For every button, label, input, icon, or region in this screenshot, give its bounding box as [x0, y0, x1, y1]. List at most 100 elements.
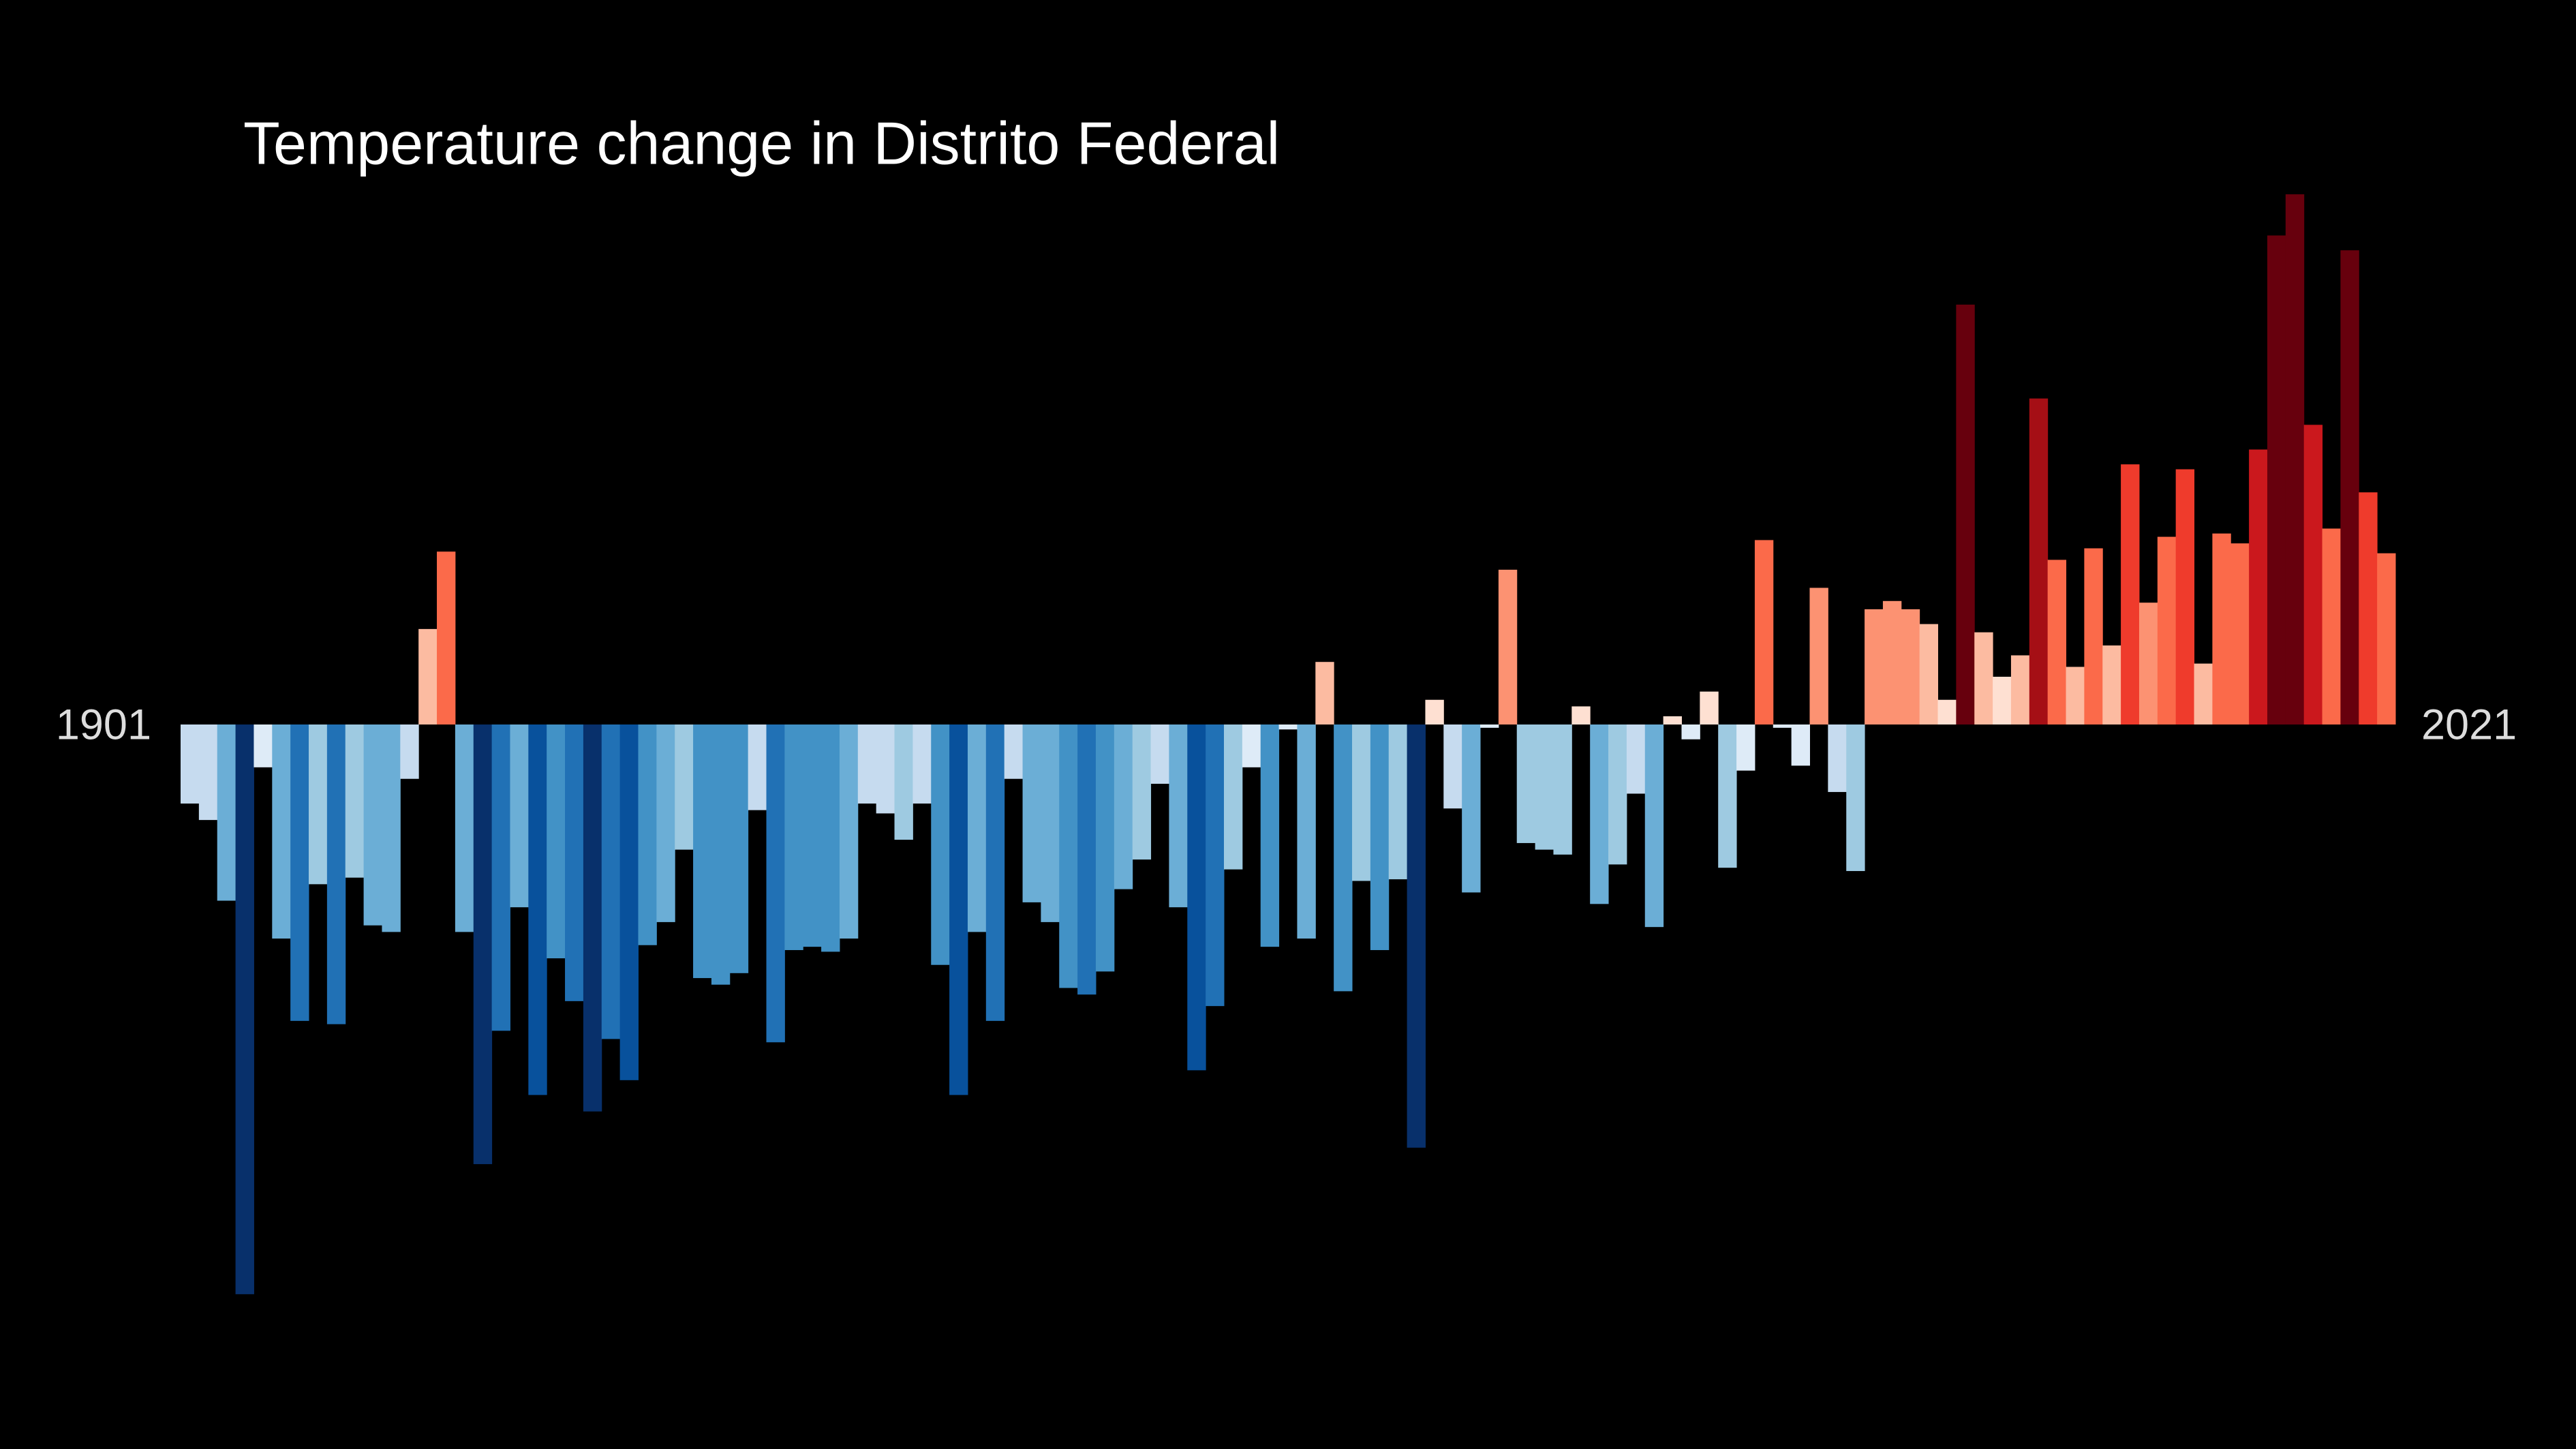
- bar: [437, 551, 456, 724]
- bar: [1736, 724, 1755, 771]
- bar: [254, 724, 273, 767]
- bar: [601, 724, 621, 1039]
- bar: [1590, 724, 1609, 904]
- bar: [1993, 676, 2012, 724]
- bar: [309, 724, 328, 885]
- bar: [1315, 662, 1334, 724]
- bar: [2010, 655, 2030, 724]
- bar: [1223, 724, 1243, 870]
- bar: [1370, 724, 1390, 950]
- bar: [1114, 724, 1133, 889]
- bar: [2303, 425, 2323, 724]
- bar: [1334, 724, 1353, 992]
- bar: [1095, 724, 1115, 972]
- bar: [1132, 724, 1152, 860]
- bar: [1663, 716, 1682, 724]
- bar: [455, 724, 474, 932]
- bar: [2102, 645, 2121, 724]
- bar: [1077, 724, 1097, 995]
- bar: [1644, 724, 1664, 928]
- bar: [1462, 724, 1481, 893]
- bar: [1828, 724, 1847, 793]
- bar: [1937, 699, 1957, 724]
- bar: [272, 724, 291, 939]
- bar: [326, 724, 346, 1024]
- bar: [1480, 724, 1499, 728]
- bar: [1150, 724, 1169, 784]
- bar: [656, 724, 675, 922]
- bar: [1865, 609, 1884, 724]
- bar: [967, 724, 987, 932]
- bar: [382, 724, 401, 932]
- bar: [857, 724, 877, 804]
- bar: [2194, 663, 2213, 724]
- bar: [675, 724, 694, 850]
- bar: [1169, 724, 1188, 908]
- bar: [949, 724, 968, 1095]
- bar: [1571, 706, 1591, 724]
- bar: [2230, 543, 2250, 724]
- bar: [1297, 724, 1316, 939]
- bar: [510, 724, 529, 908]
- bar: [1773, 724, 1792, 728]
- bar: [1553, 724, 1572, 855]
- bar: [1352, 724, 1371, 881]
- bar: [1791, 724, 1810, 766]
- bar: [1626, 724, 1646, 794]
- bar: [1919, 624, 1939, 724]
- bar: [181, 724, 200, 804]
- bar: [1846, 724, 1865, 872]
- bar: [528, 724, 547, 1095]
- bar: [1700, 691, 1719, 724]
- bar: [2267, 235, 2286, 725]
- bar: [1004, 724, 1024, 779]
- bar: [547, 724, 566, 959]
- bar: [784, 724, 803, 950]
- bar: [1901, 609, 1920, 724]
- bar: [1809, 588, 1828, 724]
- bar: [290, 724, 309, 1021]
- bar: [1425, 699, 1444, 724]
- x-tick-label: 2021: [2421, 701, 2517, 749]
- bar: [1535, 724, 1554, 850]
- bar: [748, 724, 767, 810]
- bar: [876, 724, 895, 814]
- bar: [821, 724, 840, 952]
- bar: [2340, 250, 2359, 725]
- bar: [1260, 724, 1280, 947]
- bar: [729, 724, 749, 973]
- x-tick-label: 1901: [56, 701, 151, 749]
- bar: [894, 724, 913, 840]
- bar: [711, 724, 731, 985]
- bar: [1608, 724, 1627, 865]
- bar: [803, 724, 822, 947]
- bar: [1974, 632, 1993, 724]
- bar: [839, 724, 859, 939]
- bar: [1956, 304, 1975, 724]
- bar: [1059, 724, 1078, 988]
- bar: [363, 724, 382, 926]
- bar: [638, 724, 657, 945]
- bar: [491, 724, 510, 1031]
- bar: [418, 628, 438, 724]
- bar: [2029, 398, 2049, 724]
- bar: [2121, 464, 2140, 724]
- bar: [1681, 724, 1700, 739]
- bar: [2047, 560, 2067, 724]
- bar: [931, 724, 950, 965]
- bar: [345, 724, 365, 878]
- bar: [1022, 724, 1041, 902]
- bar: [1278, 724, 1298, 730]
- bar: [198, 724, 218, 821]
- bar: [2359, 492, 2378, 724]
- bar: [1242, 724, 1261, 767]
- bar: [1407, 724, 1426, 1148]
- bar: [1388, 724, 1408, 880]
- bar: [1443, 724, 1462, 809]
- bar: [1754, 540, 1774, 724]
- bar: [913, 724, 932, 804]
- bar: [2249, 449, 2268, 724]
- bar: [2175, 469, 2195, 724]
- bar: [473, 724, 493, 1165]
- chart-title: Temperature change in Distrito Federal: [243, 109, 1280, 177]
